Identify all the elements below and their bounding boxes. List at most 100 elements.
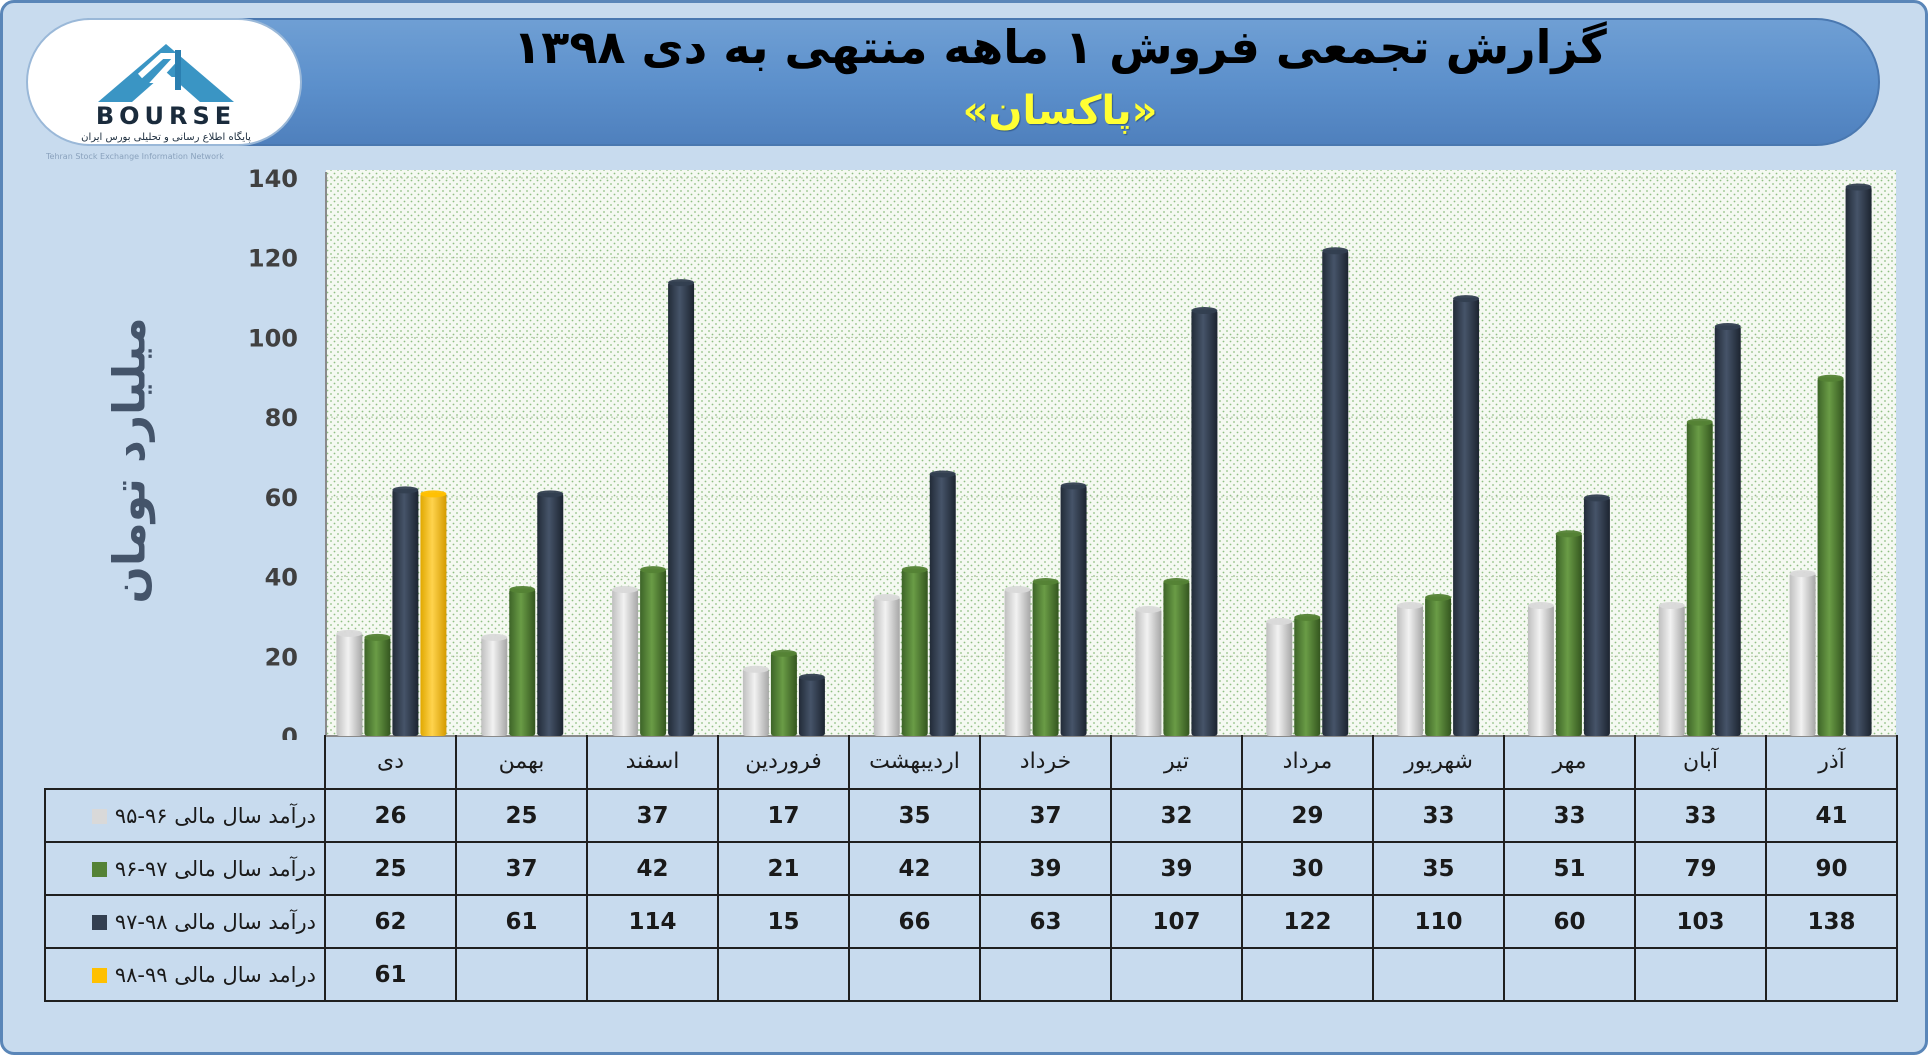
data-label (848, 947, 981, 1002)
bar-s2-8-cap (1453, 295, 1480, 303)
chart-subtitle: «پاکسان» (962, 88, 1158, 134)
data-label (979, 947, 1112, 1002)
data-label: 110 (1372, 894, 1505, 949)
data-label: 107 (1110, 894, 1243, 949)
table-row: درآمد سال مالی ۹۶-۹۵ 26 25 37 17 35 37 32 29 33 33… (44, 788, 1898, 843)
data-label: 90 (1765, 841, 1898, 896)
logo-caption: Tehran Stock Exchange Information Networ… (46, 152, 224, 161)
x-tick-label: تیر (1110, 735, 1243, 790)
bar-s0-6 (1135, 608, 1162, 736)
data-label: 51 (1503, 841, 1636, 896)
y-tick-label: 100 (248, 324, 298, 352)
data-label: 114 (586, 894, 719, 949)
bar-s1-10 (1686, 421, 1713, 736)
bar-s2-4 (929, 472, 956, 736)
logo-icon: BOURSE پایگاه اطلاع رسانی و تحلیلی بورس … (81, 44, 251, 143)
bar-s1-1 (509, 588, 536, 736)
legend-entry: درامد سال مالی ۹۹-۹۸ (44, 947, 326, 1002)
data-label (1503, 947, 1636, 1002)
bar-s0-3 (742, 668, 769, 736)
chart-plot: 0 20 40 60 80 100 120 140 (248, 165, 1896, 740)
legend-swatch (91, 862, 107, 877)
bar-s1-2-cap (640, 566, 667, 574)
bar-s2-7 (1322, 249, 1349, 736)
data-label: 63 (979, 894, 1112, 949)
data-label: 79 (1634, 841, 1767, 896)
x-tick-label: فروردین (717, 735, 850, 790)
bar-s0-4-cap (873, 594, 900, 601)
bar-s2-11-cap (1845, 183, 1872, 191)
legend-swatch (91, 809, 107, 824)
chart-title: گزارش تجمعی فروش ۱ ماهه منتهی به دی ۱۳۹۸ (513, 20, 1607, 74)
bar-s1-5-cap (1032, 578, 1059, 586)
bar-s2-1 (537, 492, 564, 736)
bar-s0-6-cap (1135, 605, 1162, 613)
data-label: 35 (848, 788, 981, 843)
table-row: درآمد سال مالی ۹۷-۹۶ 25 37 42 21 42 39 39 30 35 51… (44, 841, 1898, 896)
data-label (1110, 947, 1243, 1002)
logo-tagline: پایگاه اطلاع رسانی و تحلیلی بورس ایران (81, 131, 251, 143)
legend-entry: درآمد سال مالی ۹۸-۹۷ (44, 894, 326, 949)
bar-s2-10 (1714, 325, 1741, 736)
data-table: دی بهمن اسفند فروردین اردیبهشت خرداد تیر مرداد ش… (44, 735, 1898, 1002)
y-tick-label: 140 (248, 165, 298, 193)
bar-s0-3-cap (742, 665, 769, 673)
data-label: 41 (1765, 788, 1898, 843)
bar-s3-0 (420, 492, 447, 736)
bar-s0-2-cap (612, 586, 639, 594)
data-label: 60 (1503, 894, 1636, 949)
data-label (586, 947, 719, 1002)
x-tick-label: اردیبهشت (848, 735, 981, 790)
data-label: 61 (324, 947, 457, 1002)
bar-s1-7 (1294, 616, 1321, 736)
legend-label: درامد سال مالی ۹۹-۹۸ (114, 962, 316, 987)
data-label: 35 (1372, 841, 1505, 896)
legend-swatch (91, 968, 107, 983)
bar-s2-8 (1453, 297, 1480, 736)
bar-s1-6-cap (1163, 578, 1190, 586)
data-label: 37 (455, 841, 588, 896)
data-label: 30 (1241, 841, 1374, 896)
data-label: 29 (1241, 788, 1374, 843)
x-tick-label: بهمن (455, 735, 588, 790)
gridlines (326, 177, 1896, 657)
data-label (717, 947, 850, 1002)
bar-s1-3-cap (770, 649, 797, 657)
bar-s0-10 (1658, 604, 1685, 736)
bar-s1-0-cap (364, 633, 391, 641)
y-tick-label: 40 (265, 564, 298, 592)
x-tick-label: مهر (1503, 735, 1636, 790)
bar-s0-8 (1397, 604, 1424, 736)
legend-label: درآمد سال مالی ۹۸-۹۷ (114, 909, 316, 934)
bar-s0-0-cap (336, 629, 363, 637)
bar-s1-1-cap (509, 586, 536, 594)
bar-s1-8 (1425, 596, 1452, 736)
x-tick-label: آبان (1634, 735, 1767, 790)
data-label: 138 (1765, 894, 1898, 949)
plot-background (326, 170, 1896, 736)
bar-s1-4 (901, 568, 928, 736)
bar-s2-0 (392, 488, 419, 736)
table-corner (45, 735, 325, 789)
data-label (455, 947, 588, 1002)
table-row: درآمد سال مالی ۹۸-۹۷ 62 61 114 15 66 63 107 122 1… (44, 894, 1898, 949)
data-label: 37 (586, 788, 719, 843)
bar-s0-9-cap (1527, 601, 1554, 609)
data-label (1372, 947, 1505, 1002)
data-label: 26 (324, 788, 457, 843)
bar-s2-5-cap (1060, 482, 1087, 490)
bar-s0-11-cap (1789, 570, 1816, 578)
bar-s2-11 (1845, 185, 1872, 736)
bar-s1-2 (640, 568, 667, 736)
bar-s2-9 (1583, 496, 1610, 736)
bar-s1-10-cap (1686, 418, 1713, 426)
data-label (1634, 947, 1767, 1002)
legend-label: درآمد سال مالی ۹۷-۹۶ (114, 856, 316, 881)
bar-s2-10-cap (1714, 322, 1741, 330)
bar-s1-11 (1817, 377, 1844, 736)
data-label (1241, 947, 1374, 1002)
bar-s0-11 (1789, 572, 1816, 736)
bar-s2-6-cap (1191, 307, 1218, 315)
legend-entry: درآمد سال مالی ۹۶-۹۵ (44, 788, 326, 843)
bar-s1-4-cap (901, 566, 928, 574)
